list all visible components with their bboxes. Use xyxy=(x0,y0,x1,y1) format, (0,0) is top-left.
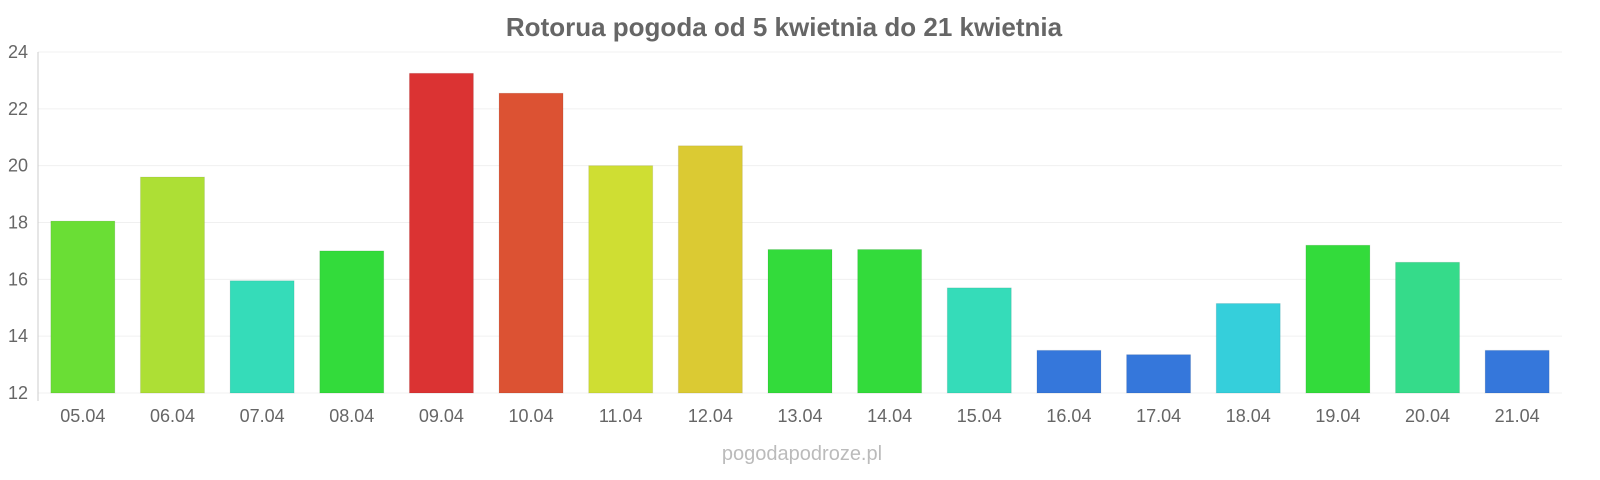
x-tick-label: 08.04 xyxy=(329,406,374,426)
bar xyxy=(1126,354,1192,394)
bar xyxy=(50,220,116,394)
bar xyxy=(767,248,833,394)
bar xyxy=(1036,349,1102,394)
x-tick-label: 07.04 xyxy=(240,406,285,426)
y-tick-label: 12 xyxy=(8,383,28,403)
y-tick-label: 24 xyxy=(8,42,28,62)
bar xyxy=(498,92,564,394)
y-tick-label: 14 xyxy=(8,326,28,346)
x-tick-label: 05.04 xyxy=(60,406,105,426)
y-tick-label: 22 xyxy=(8,99,28,119)
bar xyxy=(139,176,205,394)
x-tick-label: 21.04 xyxy=(1495,406,1540,426)
x-tick-label: 15.04 xyxy=(957,406,1002,426)
x-tick-label: 10.04 xyxy=(509,406,554,426)
bar xyxy=(1484,349,1550,394)
bar xyxy=(319,250,385,394)
x-tick-label: 20.04 xyxy=(1405,406,1450,426)
x-tick-label: 11.04 xyxy=(599,406,643,426)
y-tick-label: 16 xyxy=(8,269,28,289)
x-tick-label: 17.04 xyxy=(1136,406,1181,426)
y-tick-label: 20 xyxy=(8,156,28,176)
x-tick-label: 09.04 xyxy=(419,406,464,426)
x-tick-label: 16.04 xyxy=(1046,406,1091,426)
bar xyxy=(588,165,654,394)
x-tick-label: 13.04 xyxy=(777,406,822,426)
y-tick-label: 18 xyxy=(8,213,28,233)
bar xyxy=(1215,302,1281,394)
x-tick-label: 18.04 xyxy=(1226,406,1271,426)
bar xyxy=(408,72,474,394)
bar xyxy=(677,145,743,394)
bar xyxy=(1395,261,1461,394)
credit-text: pogodapodroze.pl xyxy=(722,443,882,465)
x-tick-label: 14.04 xyxy=(867,406,912,426)
x-tick-label: 06.04 xyxy=(150,406,195,426)
bar xyxy=(857,248,923,394)
x-tick-label: 19.04 xyxy=(1315,406,1360,426)
bar xyxy=(1305,244,1371,394)
bar xyxy=(229,280,295,394)
bar xyxy=(946,287,1012,394)
chart-title: Rotorua pogoda od 5 kwietnia do 21 kwiet… xyxy=(506,12,1063,42)
x-tick-label: 12.04 xyxy=(688,406,733,426)
